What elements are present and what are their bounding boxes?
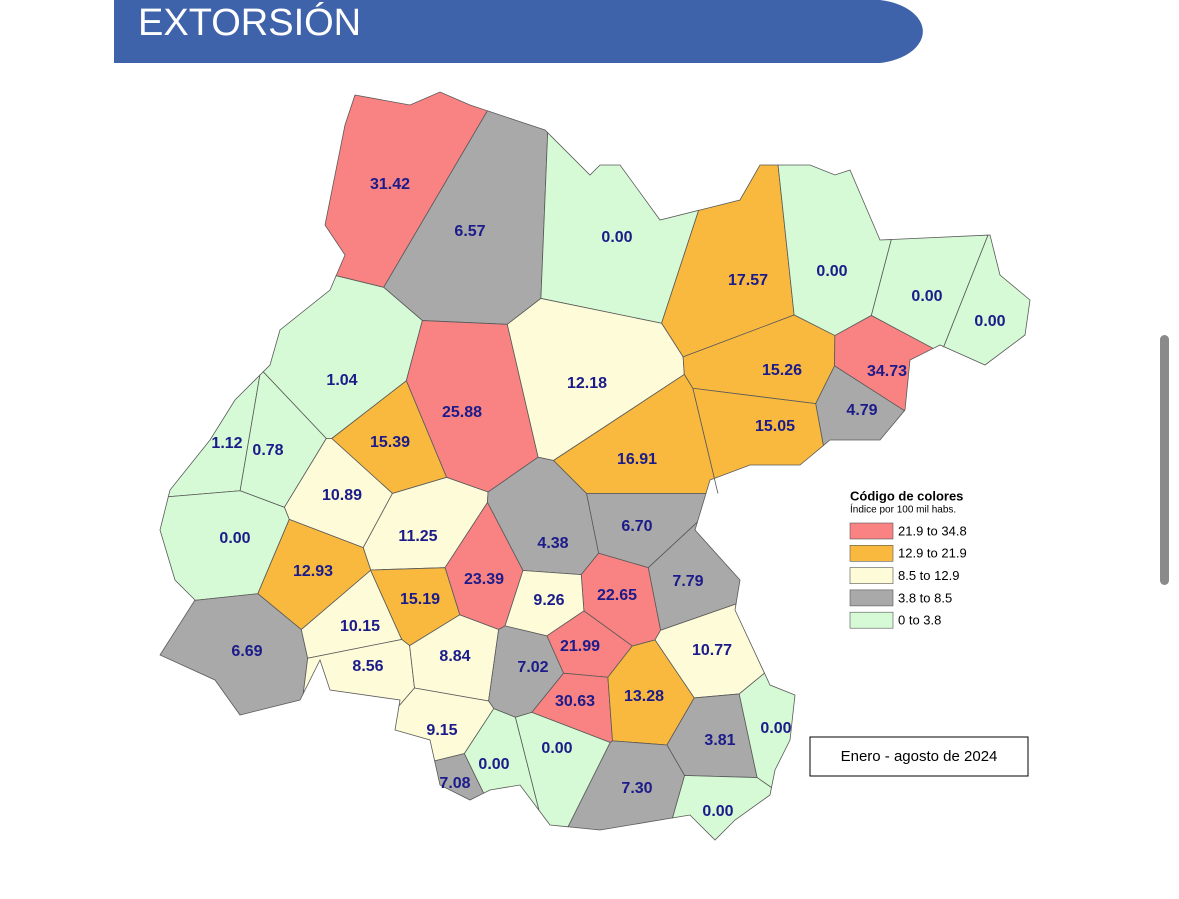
note: Enero - agosto de 2024: [841, 748, 998, 765]
legend-swatch: [849, 567, 894, 584]
region-label: 15.39: [370, 434, 410, 451]
region-label: 0.00: [702, 803, 733, 820]
region-label: 7.79: [672, 573, 703, 590]
scrollbar[interactable]: [1160, 335, 1169, 585]
region-label: 17.57: [728, 272, 768, 289]
region-label: 7.02: [517, 659, 548, 676]
legend-label: 21.9 to 34.8: [898, 523, 967, 538]
region: [692, 387, 824, 494]
region-label: 0.00: [219, 530, 250, 547]
legend-label: 8.5 to 12.9: [898, 568, 959, 583]
region-label: 0.00: [478, 756, 509, 773]
region-label: 13.28: [624, 688, 664, 705]
legend-swatch: [849, 544, 894, 562]
title: EXTORSIÓN: [138, 1, 361, 44]
note-box: [809, 736, 1029, 777]
region-label: 25.88: [442, 404, 482, 421]
region-label: 12.93: [293, 563, 333, 580]
region-label: 21.99: [560, 638, 600, 655]
region-label: 12.18: [567, 375, 607, 392]
region: [567, 740, 686, 831]
region-label: 1.04: [326, 372, 357, 389]
legend-label: 12.9 to 21.9: [898, 546, 967, 561]
region-label: 10.77: [692, 642, 732, 659]
region-label: 15.05: [755, 418, 795, 435]
region-label: 7.08: [439, 775, 470, 792]
region-label: 0.00: [760, 720, 791, 737]
region-label: 10.15: [340, 618, 380, 635]
legend-label: 0 to 3.8: [898, 613, 941, 628]
region-label: 8.56: [352, 658, 383, 675]
region-label: 15.19: [400, 591, 440, 608]
region-label: 6.70: [621, 518, 652, 535]
region-label: 15.26: [762, 362, 802, 379]
region-label: 16.91: [617, 451, 657, 468]
legend-swatch: [849, 611, 894, 629]
region-label: 11.25: [398, 528, 437, 545]
region-label: 0.00: [974, 313, 1005, 330]
region-label: 6.57: [454, 223, 485, 240]
region-label: 8.84: [439, 648, 470, 665]
region-label: 0.78: [252, 442, 283, 459]
legend-swatch: [849, 589, 894, 607]
region-label: 23.39: [464, 571, 504, 588]
legend-label: 3.8 to 8.5: [898, 590, 952, 605]
region-label: 34.73: [867, 363, 907, 380]
region-label: 0.00: [816, 263, 847, 280]
legend-subtitle: Índice por 100 mil habs.: [850, 503, 956, 516]
map: 31.42 6.57 0.00 17.57 0.00 0.00 0.00 1.04 25.88 1…: [159, 91, 1031, 841]
region-label: 4.79: [846, 402, 877, 419]
region-label: 22.65: [597, 587, 637, 604]
region-label: 0.00: [541, 740, 572, 757]
region-label: 0.00: [911, 288, 942, 305]
legend-title: Código de colores: [850, 488, 963, 503]
region: [671, 775, 772, 841]
region-label: 31.42: [370, 176, 410, 193]
region-label: 0.00: [601, 229, 632, 246]
title-banner: [114, 0, 923, 63]
region-label: 1.12: [211, 435, 242, 452]
region-label: 10.89: [322, 487, 362, 504]
region-label: 4.38: [537, 535, 568, 552]
region: [738, 672, 796, 789]
region-label: 9.26: [533, 592, 564, 609]
legend: Código de colores Índice por 100 mil hab…: [849, 488, 967, 629]
legend-swatch: [849, 522, 894, 540]
region: [943, 234, 1031, 366]
region-label: 30.63: [555, 693, 595, 710]
region-label: 7.30: [621, 780, 652, 797]
region-label: 9.15: [426, 722, 457, 739]
region-label: 3.81: [704, 732, 735, 749]
region-label: 6.69: [231, 643, 262, 660]
region: [434, 753, 485, 801]
